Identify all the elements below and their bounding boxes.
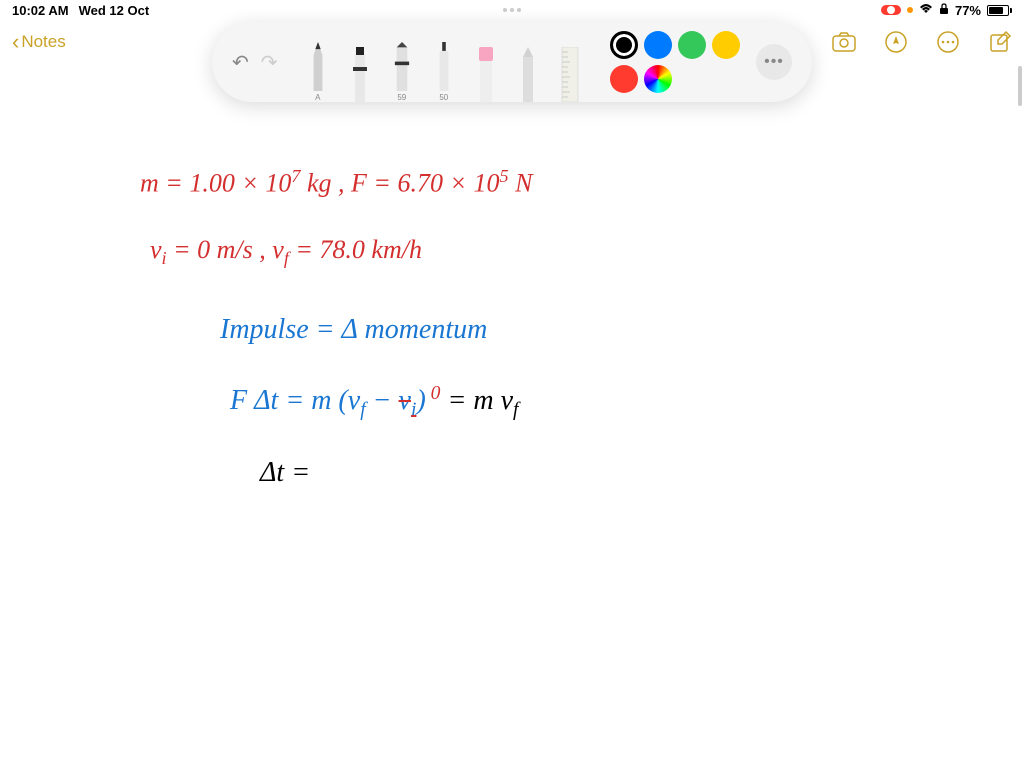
markup-toolbar: ↶ ↷ A 59 50 <box>212 22 812 102</box>
note-canvas[interactable]: m = 1.00 × 107 kg , F = 6.70 × 105 N vi … <box>0 100 1024 768</box>
compose-button[interactable] <box>988 30 1012 54</box>
equation-deltat: Δt = <box>260 448 884 498</box>
equation-impulse: Impulse = Δ momentum <box>220 305 884 355</box>
marker-tool[interactable] <box>343 42 377 102</box>
battery-icon <box>987 5 1012 16</box>
back-button[interactable]: ‹ Notes <box>12 29 66 55</box>
highlighter-tool-2[interactable]: 50 <box>427 42 461 102</box>
tools-group: A 59 50 <box>294 22 594 102</box>
wifi-icon <box>919 3 933 17</box>
ruler-tool[interactable] <box>553 42 587 102</box>
status-date: Wed 12 Oct <box>79 3 150 18</box>
eraser-tool[interactable] <box>469 42 503 102</box>
undo-redo-group: ↶ ↷ <box>232 50 278 75</box>
status-right: 77% <box>881 3 1012 18</box>
color-green[interactable] <box>678 31 706 59</box>
pen-tool[interactable]: A <box>301 42 335 102</box>
equation-fdt: F Δt = m (vf − vi) 0 = m vf <box>230 376 884 428</box>
equation-velocities: vi = 0 m/s , vf = 78.0 km/h <box>150 227 884 275</box>
lasso-tool[interactable] <box>511 42 545 102</box>
toolbar-more-button[interactable]: ••• <box>756 44 792 80</box>
highlighter-tool-1[interactable]: 59 <box>385 42 419 102</box>
recording-indicator[interactable] <box>881 5 901 15</box>
status-left: 10:02 AM Wed 12 Oct <box>12 3 149 18</box>
handwriting-content: m = 1.00 × 107 kg , F = 6.70 × 105 N vi … <box>140 160 884 498</box>
nav-right <box>832 30 1012 54</box>
status-time: 10:02 AM <box>12 3 69 18</box>
color-red[interactable] <box>610 65 638 93</box>
battery-percent: 77% <box>955 3 981 18</box>
more-button[interactable] <box>936 30 960 54</box>
redo-button[interactable]: ↷ <box>261 50 278 75</box>
drag-handle-icon[interactable] <box>503 8 521 12</box>
rotation-lock-icon <box>939 3 949 18</box>
markup-button[interactable] <box>884 30 908 54</box>
back-label: Notes <box>21 32 65 52</box>
color-blue[interactable] <box>644 31 672 59</box>
camera-button[interactable] <box>832 30 856 54</box>
color-black[interactable] <box>610 31 638 59</box>
undo-button[interactable]: ↶ <box>232 50 249 75</box>
color-yellow[interactable] <box>712 31 740 59</box>
equation-mass-force: m = 1.00 × 107 kg , F = 6.70 × 105 N <box>140 160 884 207</box>
color-picker[interactable] <box>644 65 672 93</box>
color-palette <box>610 31 740 93</box>
recording-dot-icon <box>887 6 895 14</box>
chevron-left-icon: ‹ <box>12 29 19 55</box>
mic-indicator-icon <box>907 7 913 13</box>
